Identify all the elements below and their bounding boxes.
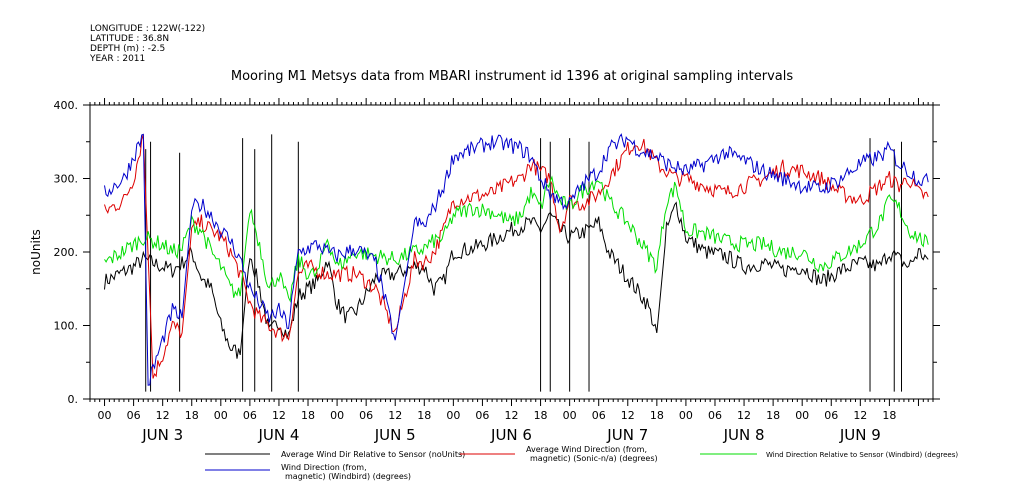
y-tick-label: 0.	[68, 393, 79, 406]
depth-label: DEPTH (m) : -2.5	[90, 44, 165, 54]
legend-entry-1: Average Wind Dir Relative to Sensor (noU…	[281, 450, 465, 459]
y-tick-label: 200.	[54, 246, 79, 259]
x-hour-label: 12	[737, 409, 751, 422]
x-day-label: JUN 6	[490, 426, 532, 444]
x-hour-label: 18	[766, 409, 780, 422]
x-hour-label: 18	[534, 409, 548, 422]
series-layer	[104, 133, 929, 392]
x-hour-label: 12	[156, 409, 170, 422]
x-hour-label: 18	[417, 409, 431, 422]
x-hour-label: 12	[853, 409, 867, 422]
x-hour-label: 06	[708, 409, 722, 422]
x-day-label: JUN 4	[257, 426, 299, 444]
x-hour-label: 12	[388, 409, 402, 422]
x-hour-label: 00	[446, 409, 460, 422]
x-hour-label: 12	[505, 409, 519, 422]
x-hour-label: 06	[127, 409, 141, 422]
x-hour-label: 18	[650, 409, 664, 422]
x-hour-label: 06	[243, 409, 257, 422]
plot-frame	[89, 104, 934, 400]
x-hour-label: 00	[563, 409, 577, 422]
x-hour-label: 06	[824, 409, 838, 422]
axes-layer: 0. 100. 200. 300. 400. 00 06 12 18 00 06 12 18 00 06 12…	[54, 98, 940, 444]
longitude-label: LONGITUDE : 122W(-122)	[90, 24, 205, 34]
y-axis-label: noUnits	[29, 229, 43, 275]
legend-entry-2: Average Wind Direction (from, magnetic) (…	[526, 445, 658, 463]
year-label: YEAR : 2011	[89, 54, 145, 64]
x-hour-label: 00	[214, 409, 228, 422]
series-line-2	[104, 134, 929, 379]
x-day-label: JUN 3	[141, 426, 183, 444]
x-day-label: JUN 8	[723, 426, 765, 444]
latitude-label: LATITUDE : 36.8N	[90, 34, 169, 44]
x-hour-label: 18	[185, 409, 199, 422]
x-hour-label: 06	[359, 409, 373, 422]
x-hour-label: 06	[475, 409, 489, 422]
legend-entry-4: Wind Direction (from, magnetic) (Windbird…	[281, 463, 411, 481]
x-hour-label: 06	[592, 409, 606, 422]
series-line-4	[104, 133, 929, 386]
legend: Average Wind Dir Relative to Sensor (noU…	[205, 445, 958, 481]
x-hour-label: 18	[882, 409, 896, 422]
y-tick-label: 400.	[54, 99, 79, 112]
chart-title: Mooring M1 Metsys data from MBARI instru…	[231, 69, 793, 84]
x-hour-label: 00	[679, 409, 693, 422]
x-day-label: JUN 9	[839, 426, 881, 444]
x-hour-label: 12	[621, 409, 635, 422]
legend-entry-3: Wind Direction Relative to Sensor (Windb…	[766, 451, 958, 459]
series-line-3	[104, 175, 929, 303]
x-hour-label: 00	[330, 409, 344, 422]
x-hour-label: 18	[301, 409, 315, 422]
y-tick-label: 100.	[54, 320, 79, 333]
y-tick-label: 300.	[54, 173, 79, 186]
x-hour-label: 12	[272, 409, 286, 422]
series-line-1	[104, 201, 929, 359]
x-hour-label: 00	[795, 409, 809, 422]
x-day-label: JUN 5	[374, 426, 416, 444]
x-hour-label: 00	[98, 409, 112, 422]
x-day-label: JUN 7	[606, 426, 648, 444]
